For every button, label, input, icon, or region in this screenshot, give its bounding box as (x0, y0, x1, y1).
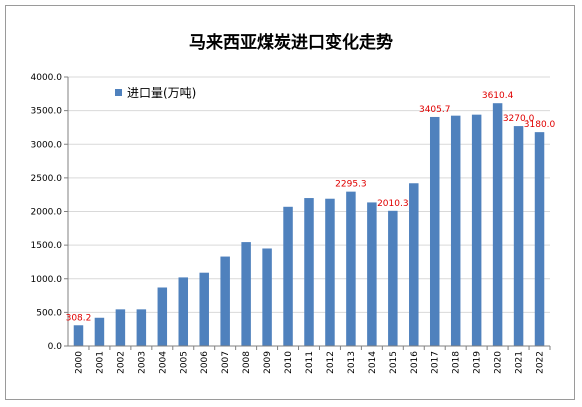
x-tick-label: 2018 (452, 351, 462, 374)
legend: 进口量(万吨) (115, 86, 196, 100)
y-tick-label: 1500.0 (31, 241, 63, 251)
x-tick-label: 2005 (179, 351, 189, 374)
bar (471, 114, 482, 346)
bar (115, 309, 126, 346)
x-tick-label: 2002 (116, 351, 126, 374)
bar (409, 183, 419, 346)
bar (534, 132, 545, 346)
data-label: 3405.7 (419, 105, 451, 115)
chart-title: 马来西亚煤炭进口变化走势 (189, 32, 393, 53)
x-tick-label: 2015 (389, 351, 399, 374)
bar (199, 272, 209, 346)
x-tick-label: 2008 (242, 351, 252, 374)
x-tick-label: 2006 (200, 351, 210, 374)
bar (73, 325, 84, 346)
x-tick-label: 2013 (347, 351, 357, 374)
y-tick-label: 2000.0 (31, 208, 63, 218)
bar (513, 126, 524, 346)
bar (178, 277, 189, 346)
y-tick-label: 0.0 (48, 342, 63, 352)
y-tick-label: 3500.0 (31, 107, 63, 117)
bars (73, 103, 545, 347)
legend-label: 进口量(万吨) (127, 86, 196, 100)
bar (325, 198, 335, 346)
x-tick-labels: 2000 2001 2002 2003 2004 2005 2006 2007 2008 2009… (74, 351, 545, 374)
data-label: 308.2 (66, 313, 92, 323)
bar (492, 103, 503, 347)
x-tick-label: 2004 (158, 351, 168, 374)
data-label: 2010.3 (377, 199, 409, 209)
bar (450, 115, 461, 346)
x-tick-label: 2000 (74, 351, 84, 374)
x-tick-label: 2014 (368, 351, 378, 374)
gridlines (68, 76, 550, 313)
x-tick-label: 2010 (284, 351, 294, 374)
y-tick-labels: 0.0 500.0 1000.0 1500.0 2000.0 2500.0 3000.0 35… (31, 73, 63, 352)
x-tick-label: 2022 (536, 351, 546, 374)
x-tick-label: 2009 (263, 351, 273, 374)
bar (136, 309, 147, 346)
bar (157, 287, 168, 346)
axes (64, 76, 551, 350)
bar (220, 256, 230, 346)
bar (346, 191, 356, 346)
x-tick-label: 2016 (410, 351, 420, 374)
x-tick-label: 2017 (431, 351, 441, 374)
y-tick-label: 500.0 (36, 308, 62, 318)
bar (388, 210, 398, 346)
y-tick-label: 4000.0 (31, 73, 63, 83)
data-label: 3610.4 (482, 91, 514, 101)
data-label: 2295.3 (335, 180, 367, 190)
x-tick-label: 2012 (326, 351, 336, 374)
x-tick-label: 2019 (473, 351, 483, 374)
x-tick-label: 2003 (137, 351, 147, 374)
data-label: 3270.0 (503, 114, 535, 124)
x-tick-label: 2021 (515, 351, 525, 374)
data-labels: 308.2 2295.3 2010.3 3405.7 3610.4 3270.03180.… (66, 91, 556, 323)
bar (429, 116, 440, 346)
y-tick-label: 3000.0 (31, 140, 63, 150)
data-label: 3180.0 (524, 120, 556, 130)
x-tick-label: 2001 (95, 351, 105, 374)
bar (262, 248, 272, 346)
bar (304, 198, 314, 346)
x-tick-label: 2011 (305, 351, 315, 374)
bar (94, 317, 105, 346)
x-tick-label: 2020 (494, 351, 504, 374)
bar (367, 202, 377, 346)
y-tick-label: 2500.0 (31, 174, 63, 184)
y-tick-label: 1000.0 (31, 275, 63, 285)
bar (241, 242, 251, 346)
x-tick-label: 2007 (221, 351, 231, 374)
bar (283, 206, 293, 346)
legend-swatch (115, 89, 122, 96)
